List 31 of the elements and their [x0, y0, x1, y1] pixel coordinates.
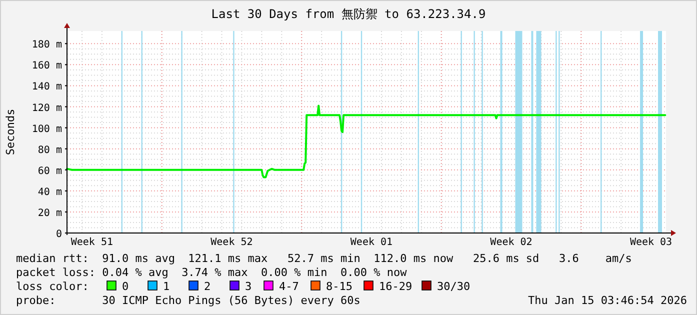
- chart-title: Last 30 Days from 無防禦 to 63.223.34.9: [211, 7, 486, 21]
- text: median rtt: 91.0 ms avg 121.1 ms max 52.7 ms min 112.0 ms now 25.6 ms sd 3.6 am/s: [16, 252, 632, 265]
- text: 3: [245, 280, 252, 293]
- text: Thu Jan 15 03:46:54 2026: [528, 294, 687, 307]
- y-tick-label: 0: [56, 229, 62, 240]
- x-tick-label: Week 03: [630, 237, 672, 248]
- y-tick-label: 40 m: [38, 186, 62, 198]
- y-tick-label: 180 m: [32, 40, 62, 51]
- text: 2: [204, 280, 211, 293]
- y-tick-label: 120 m: [32, 102, 62, 114]
- x-tick-label: Week 52: [210, 237, 253, 248]
- text: 8-15: [326, 280, 352, 293]
- y-tick-label: 80 m: [38, 144, 62, 156]
- x-tick-label: Week 01: [350, 237, 393, 248]
- text: loss color:: [16, 280, 89, 293]
- y-tick-label: 140 m: [32, 82, 62, 93]
- x-tick-label: Week 51: [70, 237, 114, 248]
- text: probe: 30 ICMP Echo Pings (56 Bytes) every 60s: [16, 294, 360, 307]
- line-series: [66, 104, 666, 178]
- text: 4-7: [279, 280, 299, 293]
- y-tick-label: 60 m: [38, 166, 62, 177]
- y-tick-label: 100 m: [32, 124, 62, 135]
- text: 0: [122, 280, 129, 293]
- text: 1: [163, 280, 170, 293]
- y-axis-title: Seconds: [4, 108, 17, 156]
- y-tick-label: 20 m: [38, 208, 62, 219]
- y-tick-label: 160 m: [32, 60, 62, 72]
- text: 30/30: [437, 280, 470, 293]
- text: 16-29: [379, 280, 412, 293]
- x-tick-label: Week 02: [490, 237, 532, 248]
- text: packet loss: 0.04 % avg 3.74 % max 0.00 % min 0.00 % now: [16, 266, 408, 279]
